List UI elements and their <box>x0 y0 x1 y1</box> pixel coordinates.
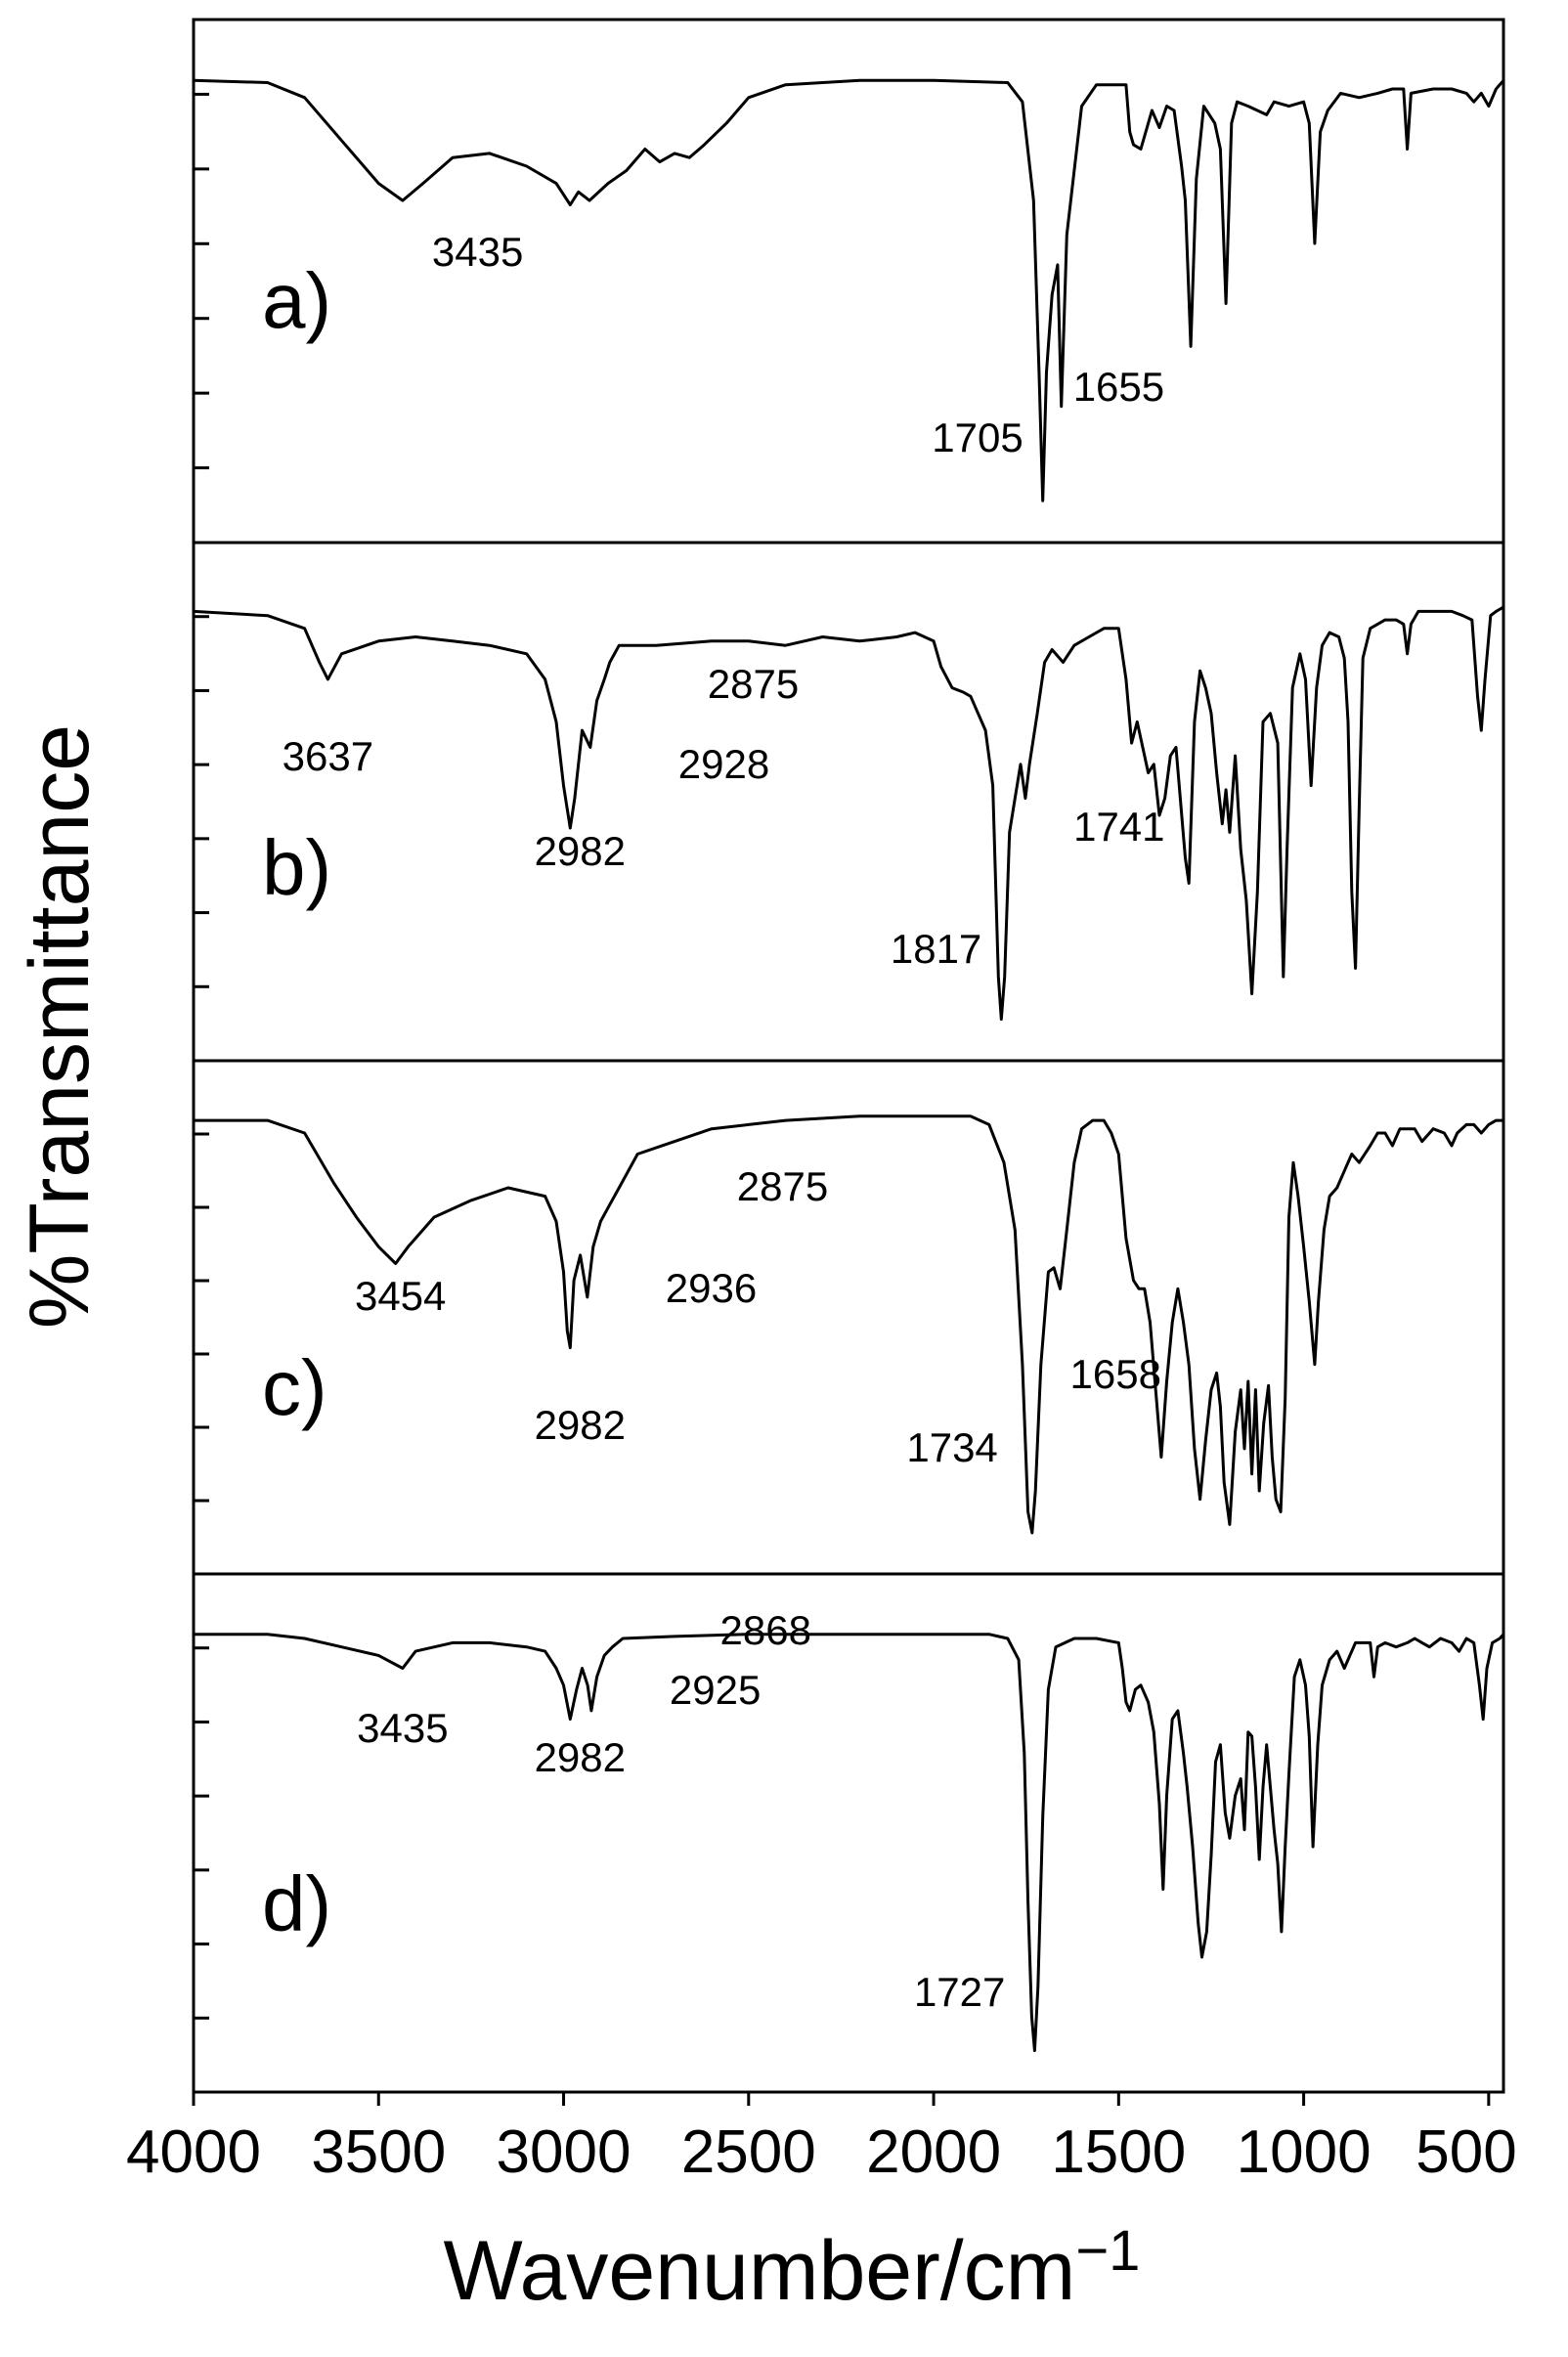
peak-label: 2982 <box>535 1402 626 1448</box>
spectrum-line <box>192 1114 1505 1535</box>
panel-a: a) 3435 1705 1655 <box>192 18 1505 545</box>
panel-frame <box>192 18 1505 545</box>
peak-label: 2928 <box>678 741 769 787</box>
x-axis-title-superscript: −1 <box>1075 2219 1140 2283</box>
peak-label: 1734 <box>906 1424 997 1470</box>
peak-label: 1817 <box>891 926 981 972</box>
peak-label: 3637 <box>283 733 373 779</box>
peak-label: 3435 <box>357 1705 448 1751</box>
panel-label: b) <box>262 824 331 911</box>
x-tick-label: 1500 <box>1051 2118 1186 2186</box>
x-tick-label: 500 <box>1416 2118 1516 2186</box>
spectrum-line <box>192 605 1505 1022</box>
panel-frame <box>192 541 1505 1063</box>
peak-label: 1741 <box>1073 804 1164 850</box>
peak-label: 1705 <box>932 415 1023 460</box>
peak-label: 2982 <box>535 1734 626 1780</box>
x-tick-label: 3000 <box>497 2118 632 2186</box>
x-tick-label: 2000 <box>866 2118 1001 2186</box>
peak-label: 2868 <box>720 1607 811 1653</box>
x-axis-title: Wavenumber/cm−1 <box>444 2219 1141 2318</box>
peak-label: 2982 <box>535 828 626 874</box>
panel-label: d) <box>262 1860 331 1947</box>
peak-label: 1727 <box>914 1969 1005 2015</box>
y-axis-title: %Transmittance <box>13 724 107 1329</box>
x-tick-label: 2500 <box>681 2118 816 2186</box>
spectra-panels: a) 3435 1705 1655 b) 3637 2875 2928 2982 1741 1817… <box>192 18 1505 2094</box>
panel-c: c) 3454 2875 2936 2982 1658 1734 <box>192 1059 1505 1576</box>
spectrum-line <box>192 1633 1505 2053</box>
peak-label: 1658 <box>1070 1351 1161 1397</box>
peak-label: 2925 <box>670 1667 761 1713</box>
panel-d: d) 3435 2868 2925 2982 1727 <box>192 1572 1505 2094</box>
panel-frame <box>192 1572 1505 2094</box>
x-axis: 4000 3500 3000 2500 2000 1500 1000 500 <box>126 2092 1517 2186</box>
x-tick-label: 3500 <box>311 2118 446 2186</box>
panel-label: c) <box>262 1344 327 1431</box>
spectrum-line <box>192 78 1505 502</box>
x-tick-label: 4000 <box>126 2118 261 2186</box>
peak-label: 2875 <box>708 661 799 707</box>
x-axis-title-text: Wavenumber/cm <box>444 2224 1076 2318</box>
peak-label: 2936 <box>666 1265 757 1311</box>
x-tick-label: 1000 <box>1237 2118 1372 2186</box>
panel-label: a) <box>262 257 331 344</box>
panel-b: b) 3637 2875 2928 2982 1741 1817 <box>192 541 1505 1063</box>
peak-label: 2875 <box>737 1163 828 1209</box>
peak-label: 3454 <box>355 1273 446 1319</box>
peak-label: 1655 <box>1073 364 1164 410</box>
peak-label: 3435 <box>432 229 523 275</box>
